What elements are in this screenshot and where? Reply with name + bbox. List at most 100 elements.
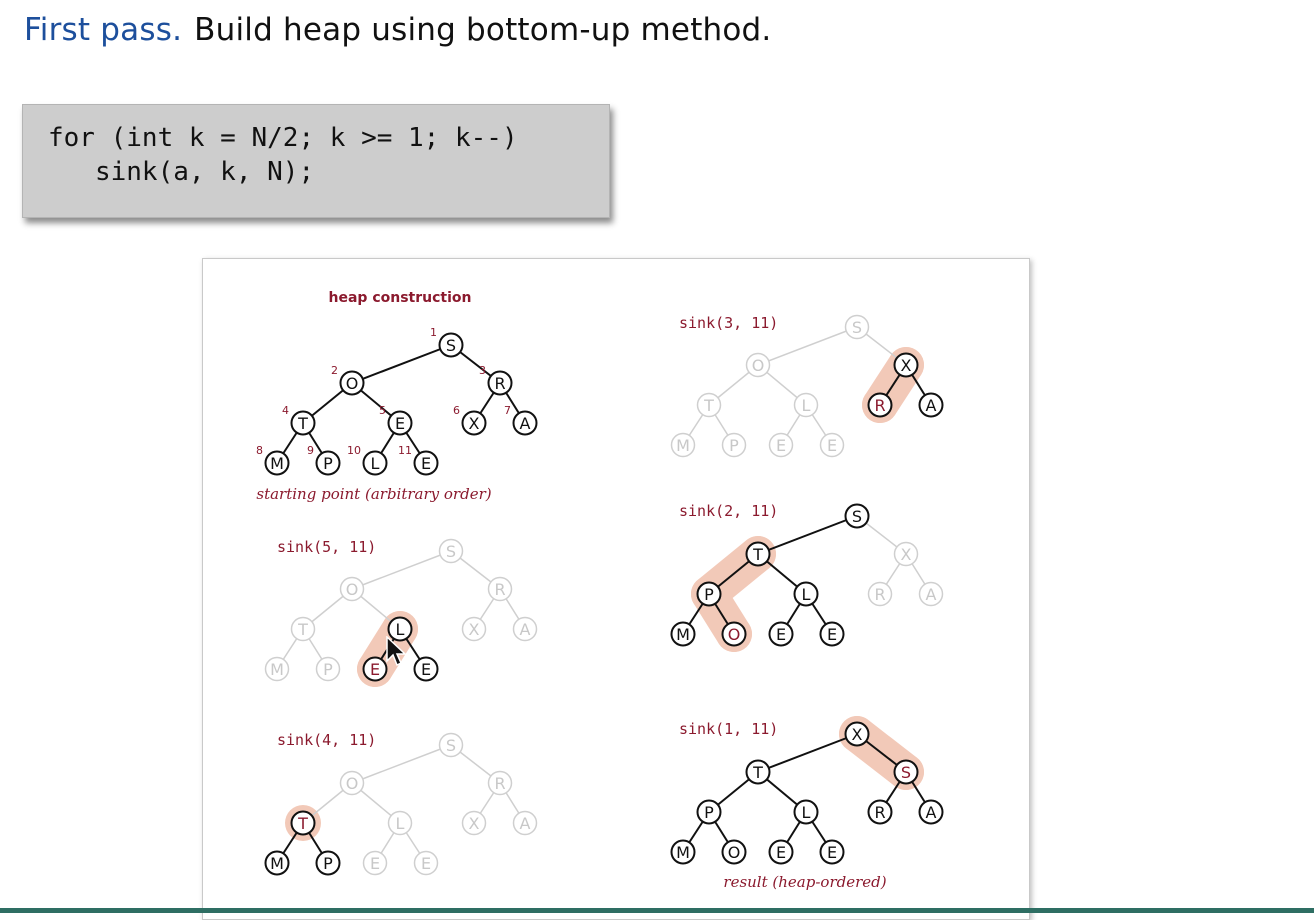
node-key: E <box>421 854 431 873</box>
tree-node: T <box>696 392 722 418</box>
tree-edge <box>757 515 858 555</box>
node-key: P <box>323 854 333 873</box>
node-key: E <box>421 454 431 473</box>
node-index: 2 <box>331 364 338 377</box>
node-key: M <box>270 454 284 473</box>
sink-call-label: sink(3, 11) <box>679 314 778 332</box>
node-index: 8 <box>256 444 263 457</box>
tree-edge <box>757 326 858 366</box>
tree-node: E <box>413 656 439 682</box>
tree-node: L <box>387 616 413 642</box>
tree-node: P <box>721 432 747 458</box>
tree-node: T4 <box>282 404 316 436</box>
tree-node: T <box>290 810 316 836</box>
tree-node: R <box>487 576 513 602</box>
tree-edge <box>351 550 452 590</box>
tree-node: P <box>696 799 722 825</box>
node-key: X <box>469 414 480 433</box>
title-lead: First pass. <box>24 12 183 48</box>
tree-node: E <box>819 621 845 647</box>
code-box: for (int k = N/2; k >= 1; k--) sink(a, k… <box>22 104 610 218</box>
node-key: X <box>469 814 480 833</box>
tree-node: X6 <box>453 404 487 436</box>
node-key: S <box>852 507 862 526</box>
tree-node: A <box>918 799 944 825</box>
node-index: 1 <box>430 326 437 339</box>
tree-node: P <box>696 581 722 607</box>
code-block: for (int k = N/2; k >= 1; k--) sink(a, k… <box>48 121 518 189</box>
tree-node: R <box>867 581 893 607</box>
tree-node: O <box>339 770 365 796</box>
tree-node: P9 <box>307 444 341 476</box>
tree-node: M <box>670 621 696 647</box>
node-key: E <box>827 436 837 455</box>
node-key: L <box>396 620 405 639</box>
node-key: O <box>752 356 765 375</box>
tree-node: S1 <box>430 326 464 358</box>
node-key: T <box>297 814 308 833</box>
code-line-2: sink(a, k, N); <box>48 157 315 187</box>
node-key: O <box>728 625 741 644</box>
node-key: P <box>323 454 333 473</box>
node-key: T <box>297 414 308 433</box>
node-key: M <box>270 660 284 679</box>
tree-node: T <box>745 541 771 567</box>
sink-call-label: sink(2, 11) <box>679 502 778 520</box>
tree-edge <box>351 344 452 384</box>
tree-node: A <box>512 810 538 836</box>
node-key: E <box>776 625 786 644</box>
node-key: M <box>676 843 690 862</box>
node-key: A <box>926 396 937 415</box>
node-key: E <box>421 660 431 679</box>
node-key: L <box>396 814 405 833</box>
tree-node: E <box>819 432 845 458</box>
tree-node: R <box>867 799 893 825</box>
tree-node: E <box>362 850 388 876</box>
node-key: R <box>874 585 885 604</box>
tree-node: S <box>893 759 919 785</box>
sink-call-label: sink(4, 11) <box>277 731 376 749</box>
node-key: E <box>827 843 837 862</box>
node-key: S <box>852 318 862 337</box>
tree-node: M <box>670 432 696 458</box>
node-key: L <box>802 803 811 822</box>
node-index: 3 <box>479 364 486 377</box>
tree-node: R3 <box>479 364 513 396</box>
node-key: T <box>703 396 714 415</box>
tree-node: X <box>893 541 919 567</box>
node-key: P <box>323 660 333 679</box>
node-key: R <box>494 374 505 393</box>
node-key: T <box>752 763 763 782</box>
heap-diagram: heap constructionS1O2R3T4E5X6A7M8P9L10E1… <box>256 290 944 891</box>
node-key: X <box>852 725 863 744</box>
heap-construction-figure: heap construction S 1 O 2 R 3 T 4 E 5 X 6 A 7 M 8 P 9 L 10 E 1… <box>202 258 1030 920</box>
tree-node: O <box>745 352 771 378</box>
figure-title: heap construction <box>329 290 472 306</box>
node-key: S <box>446 542 456 561</box>
title-rest: Build heap using bottom-up method. <box>194 12 772 48</box>
tree-node: A <box>512 616 538 642</box>
node-key: A <box>520 620 531 639</box>
node-key: L <box>802 585 811 604</box>
tree-node: P <box>315 656 341 682</box>
node-key: X <box>901 545 912 564</box>
tree-node: A7 <box>504 404 538 436</box>
node-key: P <box>704 803 714 822</box>
tree-node: E5 <box>379 404 413 436</box>
bottom-strip <box>0 908 1314 913</box>
node-key: R <box>494 774 505 793</box>
node-key: P <box>704 585 714 604</box>
tree-node: P <box>315 850 341 876</box>
node-index: 9 <box>307 444 314 457</box>
tree-node: S <box>844 503 870 529</box>
node-key: M <box>676 436 690 455</box>
tree-node: S <box>438 732 464 758</box>
node-key: M <box>270 854 284 873</box>
tree-node: O <box>339 576 365 602</box>
tree-node: S <box>438 538 464 564</box>
tree-node: E <box>362 656 388 682</box>
node-key: A <box>926 585 937 604</box>
